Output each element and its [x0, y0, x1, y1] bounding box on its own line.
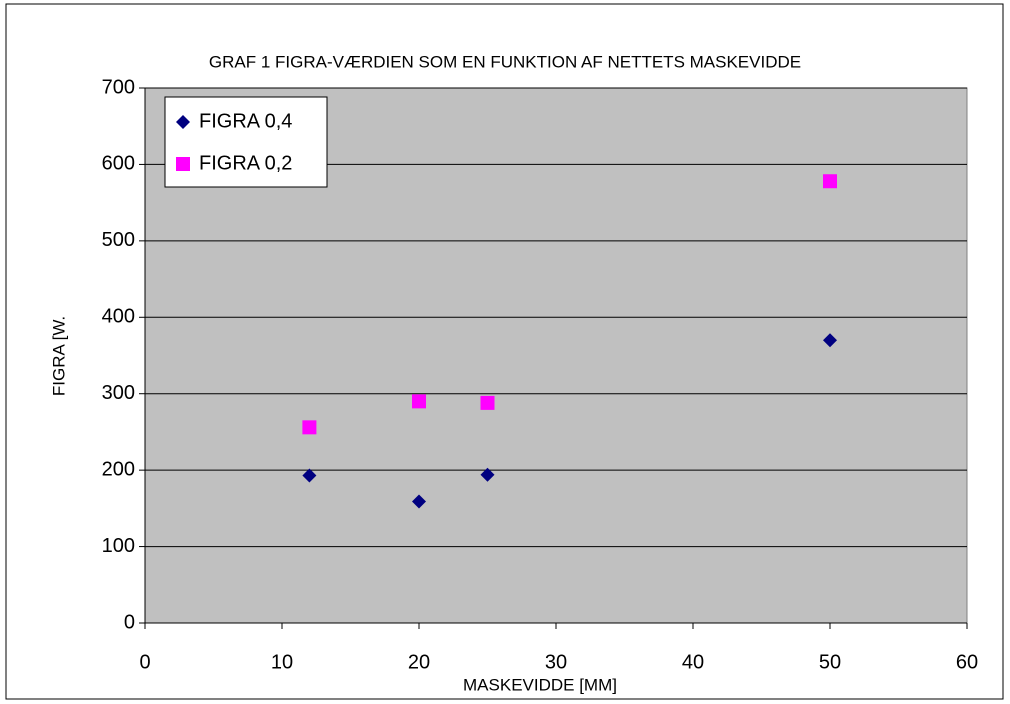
legend-label: FIGRA 0,2	[199, 152, 292, 174]
y-tick-label: 600	[102, 153, 135, 175]
legend	[164, 96, 328, 188]
y-tick-label: 700	[102, 76, 135, 98]
x-tick-label: 40	[682, 651, 704, 673]
y-tick-label: 0	[124, 611, 135, 633]
legend-marker	[176, 115, 190, 129]
marker	[480, 467, 495, 482]
y-axis-label: FIGRA [W.	[49, 316, 68, 396]
marker	[823, 333, 837, 348]
marker	[302, 420, 317, 435]
y-tick-label: 400	[102, 306, 135, 328]
x-tick-label: 20	[408, 651, 430, 673]
marker	[302, 468, 317, 483]
x-tick-label: 60	[956, 651, 978, 673]
x-tick-label: 30	[545, 651, 567, 673]
y-tick-label: 200	[102, 458, 135, 480]
marker	[480, 395, 495, 410]
marker	[823, 174, 837, 189]
y-tick-label: 300	[102, 382, 135, 404]
x-tick-label: 10	[271, 651, 293, 673]
marker	[412, 494, 426, 509]
y-tick-label: 100	[102, 535, 135, 557]
x-tick-label: 0	[139, 651, 150, 673]
legend-marker	[176, 157, 190, 171]
x-axis-label: MASKEVIDDE [MM]	[463, 675, 617, 694]
marker	[412, 394, 426, 409]
x-tick-label: 50	[819, 651, 841, 673]
y-tick-label: 500	[102, 229, 135, 251]
legend-label: FIGRA 0,4	[199, 110, 292, 132]
chart-title: GRAF 1 FIGRA-VÆRDIEN SOM EN FUNKTION AF …	[209, 52, 801, 71]
